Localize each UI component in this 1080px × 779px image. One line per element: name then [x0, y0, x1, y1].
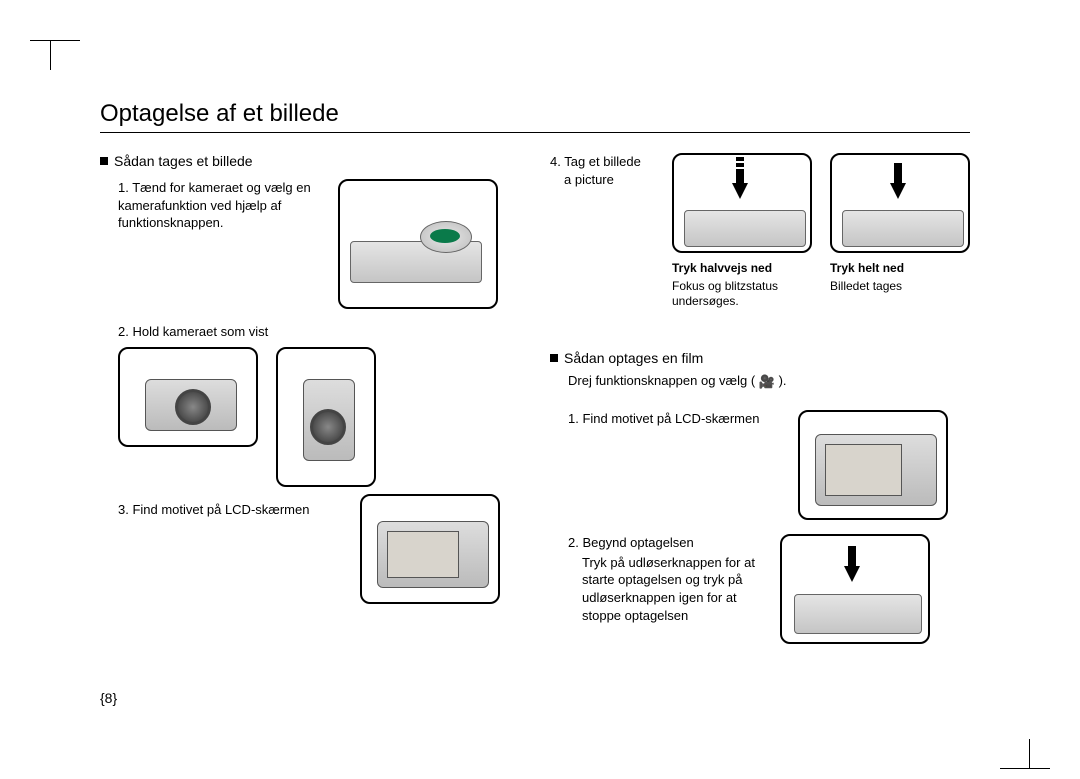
- figure-hold-vertical: [276, 347, 376, 487]
- figure-lcd-subject: [360, 494, 500, 604]
- caption-half-head: Tryk halvvejs ned: [672, 261, 812, 277]
- film-step-1-text: 1. Find motivet på LCD-skærmen: [550, 410, 778, 428]
- bullet-icon: [100, 157, 108, 165]
- bullet-icon: [550, 354, 558, 362]
- step-2-text: 2. Hold kameraet som vist: [100, 323, 520, 341]
- caption-full: Tryk helt ned Billedet tages: [830, 261, 970, 310]
- film-line-pre: Drej funktionsknappen og vælg (: [568, 373, 759, 388]
- figure-film-lcd: [798, 410, 948, 520]
- section-head-film-label: Sådan optages en film: [564, 350, 703, 366]
- content-columns: Sådan tages et billede 1. Tænd for kamer…: [100, 153, 970, 658]
- crop-mark: [50, 40, 51, 70]
- section-head-photo: Sådan tages et billede: [100, 153, 520, 169]
- caption-half: Tryk halvvejs ned Fokus og blitzstatus u…: [672, 261, 812, 310]
- step-3: 3. Find motivet på LCD-skærmen: [100, 501, 520, 605]
- page-body: Optagelse af et billede Sådan tages et b…: [100, 100, 970, 720]
- section-head-film: Sådan optages en film: [550, 350, 970, 366]
- step-1: 1. Tænd for kameraet og vælg en kamerafu…: [100, 179, 520, 309]
- crop-mark: [30, 40, 80, 41]
- film-line-post: ).: [779, 373, 787, 388]
- film-step-2: 2. Begynd optagelsen Tryk på udløserknap…: [550, 534, 970, 644]
- step-4-line1: 4. Tag et billede: [550, 153, 658, 171]
- caption-full-body: Billedet tages: [830, 279, 902, 293]
- figure-film-press: [780, 534, 930, 644]
- film-step-1: 1. Find motivet på LCD-skærmen: [550, 410, 970, 520]
- caption-full-head: Tryk helt ned: [830, 261, 970, 277]
- section-film: Sådan optages en film Drej funktionsknap…: [550, 350, 970, 645]
- page-title: Optagelse af et billede: [100, 100, 970, 133]
- movie-mode-icon: 🎥: [759, 373, 775, 391]
- figure-mode-dial: [338, 179, 498, 309]
- figure-hold-horizontal: [118, 347, 258, 447]
- page-number: {8}: [100, 690, 117, 706]
- step-1-text: 1. Tænd for kameraet og vælg en kamerafu…: [100, 179, 318, 232]
- film-step-2-body: Tryk på udløserknappen for at starte opt…: [550, 554, 760, 624]
- figure-press-half: [672, 153, 812, 253]
- figure-press-full: [830, 153, 970, 253]
- column-left: Sådan tages et billede 1. Tænd for kamer…: [100, 153, 520, 658]
- step-4: 4. Tag et billede a picture: [550, 153, 970, 310]
- column-right: 4. Tag et billede a picture: [550, 153, 970, 658]
- press-captions: Tryk halvvejs ned Fokus og blitzstatus u…: [672, 261, 970, 310]
- step-4-line2: a picture: [550, 171, 658, 189]
- caption-half-body: Fokus og blitzstatus undersøges.: [672, 279, 778, 309]
- crop-mark: [1029, 739, 1030, 769]
- section-head-label: Sådan tages et billede: [114, 153, 253, 169]
- crop-mark: [1000, 768, 1050, 769]
- step-2: 2. Hold kameraet som vist: [100, 323, 520, 487]
- film-step-2-text: 2. Begynd optagelsen: [550, 534, 760, 552]
- film-select-line: Drej funktionsknappen og vælg ( 🎥 ).: [550, 372, 970, 391]
